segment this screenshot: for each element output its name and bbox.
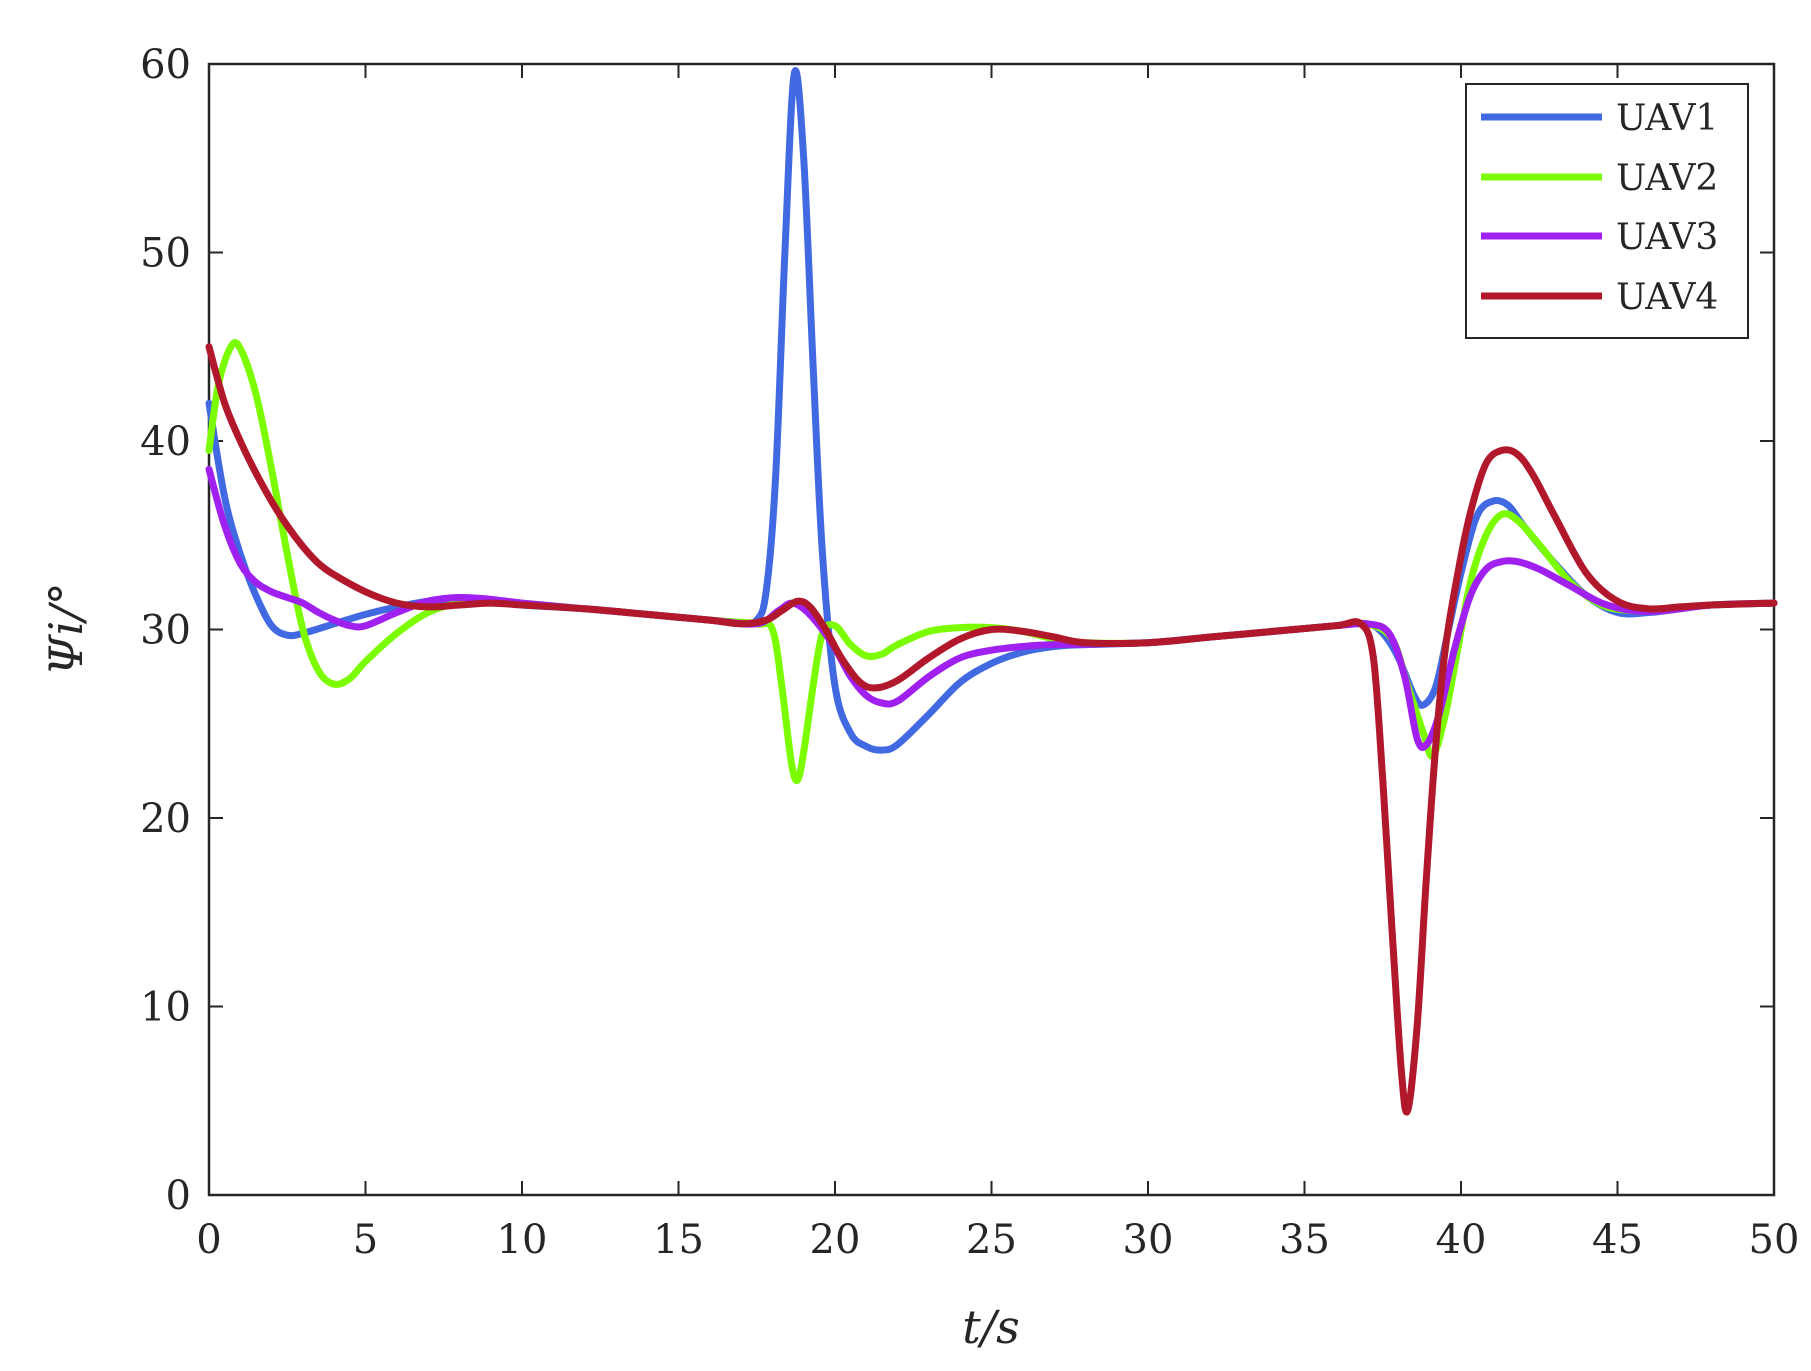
x-tick-label: 10 xyxy=(497,1217,548,1263)
x-tick-label: 20 xyxy=(810,1217,861,1263)
x-axis-title: t/s xyxy=(962,1300,1020,1354)
x-tick-label: 15 xyxy=(653,1217,704,1263)
legend: UAV1 UAV2 UAV3 UAV4 xyxy=(1465,83,1749,339)
series-lines xyxy=(205,67,1778,1116)
y-tick-label: 30 xyxy=(140,608,191,654)
y-tick-labels: 0 10 20 30 40 50 60 xyxy=(140,42,191,1219)
x-tick-label: 40 xyxy=(1436,1217,1487,1263)
y-tick-label: 0 xyxy=(166,1173,191,1219)
y-tick-label: 60 xyxy=(140,42,191,88)
x-tick-label: 5 xyxy=(353,1217,378,1263)
y-tick-label: 20 xyxy=(140,796,191,842)
axis-ticks xyxy=(208,63,1775,1196)
x-tick-label: 30 xyxy=(1123,1217,1174,1263)
y-axis-title: Ψi/° xyxy=(39,582,93,676)
x-tick-label: 45 xyxy=(1592,1217,1643,1263)
y-tick-label: 10 xyxy=(140,985,191,1031)
series-line-uav2 xyxy=(205,339,1778,785)
x-tick-label: 25 xyxy=(966,1217,1017,1263)
x-tick-label: 0 xyxy=(196,1217,221,1263)
legend-label-uav4: UAV4 xyxy=(1616,277,1718,318)
legend-label-uav2: UAV2 xyxy=(1616,158,1718,199)
legend-label-uav3: UAV3 xyxy=(1616,217,1718,258)
x-tick-labels: 0 5 10 15 20 25 30 35 40 45 50 xyxy=(196,1217,1799,1263)
legend-label-uav1: UAV1 xyxy=(1616,98,1718,139)
y-tick-label: 50 xyxy=(140,231,191,277)
series-line-uav3 xyxy=(205,465,1778,751)
x-tick-label: 50 xyxy=(1749,1217,1800,1263)
x-tick-label: 35 xyxy=(1279,1217,1330,1263)
series-line-uav4 xyxy=(205,343,1778,1116)
y-tick-label: 40 xyxy=(140,419,191,465)
